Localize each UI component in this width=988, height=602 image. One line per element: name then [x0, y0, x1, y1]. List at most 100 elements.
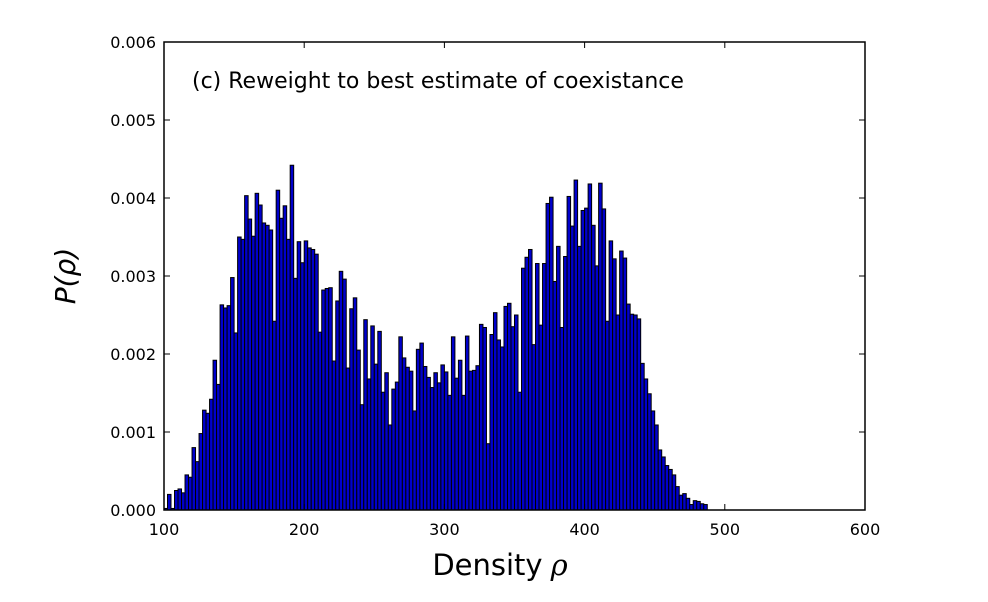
histogram-bar: [447, 394, 452, 511]
histogram-bar: [331, 360, 337, 511]
bars-group: [163, 164, 708, 511]
histogram-bar: [261, 222, 267, 511]
histogram-bar: [289, 164, 295, 511]
histogram-bar: [475, 365, 480, 511]
histogram-bar: [198, 433, 204, 511]
histogram-bar: [440, 364, 445, 511]
histogram-bar: [450, 336, 456, 511]
histogram-bar: [650, 410, 656, 511]
histogram-bar: [233, 332, 239, 511]
histogram-bar: [223, 307, 228, 511]
histogram-bar: [661, 456, 666, 511]
histogram-bar: [195, 461, 200, 511]
histogram-bar: [492, 312, 498, 511]
histogram-bar: [384, 372, 389, 511]
histogram-bar: [573, 179, 579, 511]
histogram-bar: [181, 492, 186, 511]
histogram-bar: [654, 424, 659, 511]
histogram-bar: [391, 388, 396, 511]
histogram-bar: [528, 248, 533, 511]
histogram-bar: [307, 247, 312, 511]
histogram-bar: [485, 443, 491, 511]
histogram-bar: [412, 410, 417, 511]
histogram-bar: [478, 323, 484, 511]
histogram-bar: [419, 342, 424, 511]
histogram-bar: [601, 208, 607, 511]
histogram-bar: [317, 331, 323, 511]
histogram-bar: [563, 256, 568, 511]
x-tick-label: 600: [850, 520, 881, 539]
histogram-bar: [321, 289, 326, 511]
histogram-bar: [517, 391, 522, 511]
histogram-bar: [373, 363, 379, 511]
histogram-bar: [566, 195, 572, 511]
histogram-bar: [251, 235, 256, 511]
histogram-bar: [647, 393, 652, 511]
histogram-bar: [258, 204, 263, 511]
histogram-bar: [482, 326, 487, 511]
histogram-bar: [377, 330, 382, 511]
histogram-bar: [605, 320, 610, 511]
histogram-bar: [531, 344, 537, 511]
histogram-bar: [489, 334, 494, 511]
histogram-bar: [682, 493, 687, 511]
histogram-bar: [675, 486, 680, 511]
histogram-bar: [559, 326, 565, 511]
x-axis-label: Density ρ: [432, 548, 567, 582]
histogram-bar: [689, 504, 694, 511]
histogram-bar: [633, 314, 638, 511]
histogram-bar: [678, 494, 684, 511]
x-tick-label: 500: [710, 520, 741, 539]
chart-annotation: (c) Reweight to best estimate of coexist…: [192, 69, 684, 94]
histogram-bar: [436, 382, 442, 511]
histogram-bar: [244, 195, 249, 511]
histogram-bar: [359, 404, 365, 511]
histogram-bar: [324, 287, 330, 511]
histogram-bar: [703, 504, 708, 511]
histogram-bar: [230, 277, 235, 511]
histogram-bar: [272, 320, 277, 511]
histogram-bar: [342, 278, 347, 511]
histogram-bar: [657, 449, 663, 511]
histogram-bar: [577, 245, 582, 511]
histogram-bar: [349, 308, 354, 511]
histogram-bar: [408, 370, 414, 511]
histogram-bar: [443, 371, 449, 511]
histogram-bar: [542, 263, 547, 511]
histogram-bar: [552, 280, 558, 511]
histogram-bar: [216, 383, 221, 511]
histogram-bar: [356, 349, 361, 511]
histogram-bar: [598, 182, 603, 511]
histogram-bar: [535, 263, 540, 511]
histogram-bar: [433, 372, 438, 511]
histogram-bar: [265, 224, 270, 511]
histogram-bar: [219, 304, 225, 511]
histogram-bar: [671, 474, 677, 511]
histogram-bar: [506, 302, 512, 511]
histogram-bar: [587, 183, 593, 511]
histogram-bar: [549, 196, 554, 511]
histogram-bar: [696, 500, 701, 511]
histogram-bar: [380, 391, 386, 511]
histogram-bar: [202, 409, 207, 511]
histogram-bar: [268, 229, 274, 511]
histogram-bar: [282, 205, 288, 511]
histogram-bar: [303, 240, 309, 511]
histogram-bar: [338, 270, 344, 511]
histogram-bar: [335, 300, 340, 511]
histogram-bar: [471, 369, 477, 511]
histogram-bar: [167, 493, 172, 511]
histogram-bar: [685, 497, 691, 511]
histogram-bar: [524, 256, 530, 511]
histogram-bar: [247, 218, 253, 511]
histogram-bar: [622, 257, 628, 511]
histogram-bar: [584, 207, 589, 511]
histogram-bar: [212, 359, 218, 511]
histogram-bar: [205, 412, 211, 511]
histogram-bar: [422, 365, 428, 511]
histogram-bar: [293, 277, 298, 511]
histogram-bar: [570, 225, 575, 511]
histogram-bar: [521, 267, 526, 511]
histogram-bar: [640, 362, 645, 511]
